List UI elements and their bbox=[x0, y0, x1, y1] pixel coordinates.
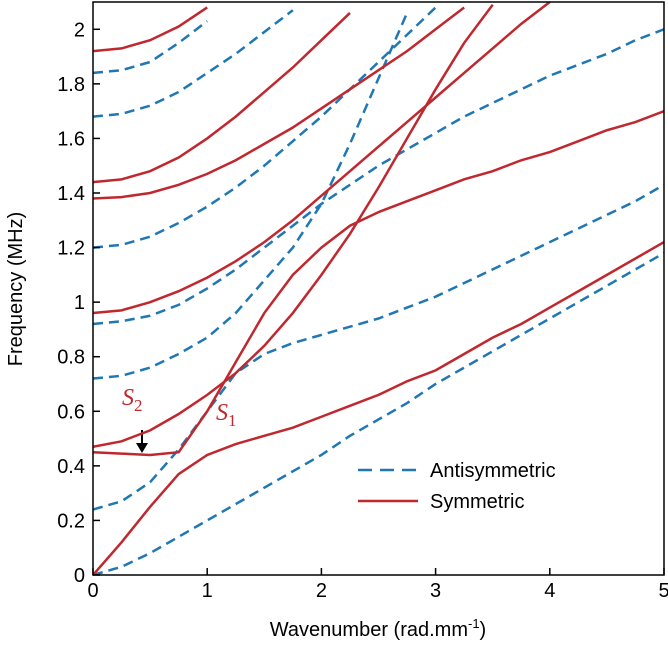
dashed-line bbox=[93, 9, 294, 118]
dashed-line bbox=[93, 6, 437, 249]
y-tick-label: 0 bbox=[74, 565, 85, 587]
y-tick-label: 0.6 bbox=[57, 401, 85, 423]
solid-line bbox=[93, 12, 351, 184]
legend: Antisymmetric Symmetric bbox=[358, 460, 556, 513]
x-axis-label-sup: -1 bbox=[468, 616, 480, 631]
y-tick-label: 1.2 bbox=[57, 238, 85, 260]
x-tick-label: 1 bbox=[202, 580, 213, 602]
plot-lines bbox=[93, 2, 664, 575]
x-tick-label: 4 bbox=[544, 580, 555, 602]
solid-line bbox=[93, 2, 551, 315]
dashed-line bbox=[93, 20, 208, 75]
annotation-text: S bbox=[122, 385, 134, 411]
x-axis-label-end: ) bbox=[480, 619, 487, 641]
x-tick-label: 3 bbox=[430, 580, 441, 602]
annotation-sub: 1 bbox=[228, 411, 237, 430]
y-axis-label: Frequency (MHz) bbox=[5, 212, 27, 366]
annotation: S1 bbox=[216, 400, 237, 430]
annotation-text: S bbox=[216, 400, 228, 426]
dashed-line bbox=[93, 12, 409, 380]
legend-label: Antisymmetric bbox=[430, 460, 556, 482]
y-tick-label: 0.4 bbox=[57, 456, 85, 478]
x-tick-label: 0 bbox=[87, 580, 98, 602]
y-tick-label: 1 bbox=[74, 292, 85, 314]
y-tick-label: 0.8 bbox=[57, 347, 85, 369]
x-tick-label: 2 bbox=[316, 580, 327, 602]
x-axis-label-text: Wavenumber (rad.mm bbox=[270, 619, 468, 641]
y-tick-label: 1.8 bbox=[57, 74, 85, 96]
plot-frame bbox=[92, 1, 665, 576]
x-axis-label: Wavenumber (rad.mm-1) bbox=[270, 616, 486, 641]
x-tick-label: 5 bbox=[658, 580, 668, 602]
y-tick-label: 2 bbox=[74, 19, 85, 41]
solid-line bbox=[93, 241, 664, 575]
dashed-line bbox=[93, 28, 664, 326]
dashed-line bbox=[93, 183, 664, 511]
annotation-sub: 2 bbox=[134, 396, 143, 415]
y-tick-label: 0.2 bbox=[57, 510, 85, 532]
solid-line bbox=[93, 6, 465, 200]
legend-label: Symmetric bbox=[430, 491, 524, 513]
dashed-line bbox=[93, 251, 664, 575]
annotation: S2 bbox=[122, 385, 143, 415]
y-tick-label: 1.4 bbox=[57, 183, 85, 205]
solid-line bbox=[93, 109, 664, 457]
y-tick-label: 1.6 bbox=[57, 128, 85, 150]
solid-line bbox=[93, 6, 208, 53]
